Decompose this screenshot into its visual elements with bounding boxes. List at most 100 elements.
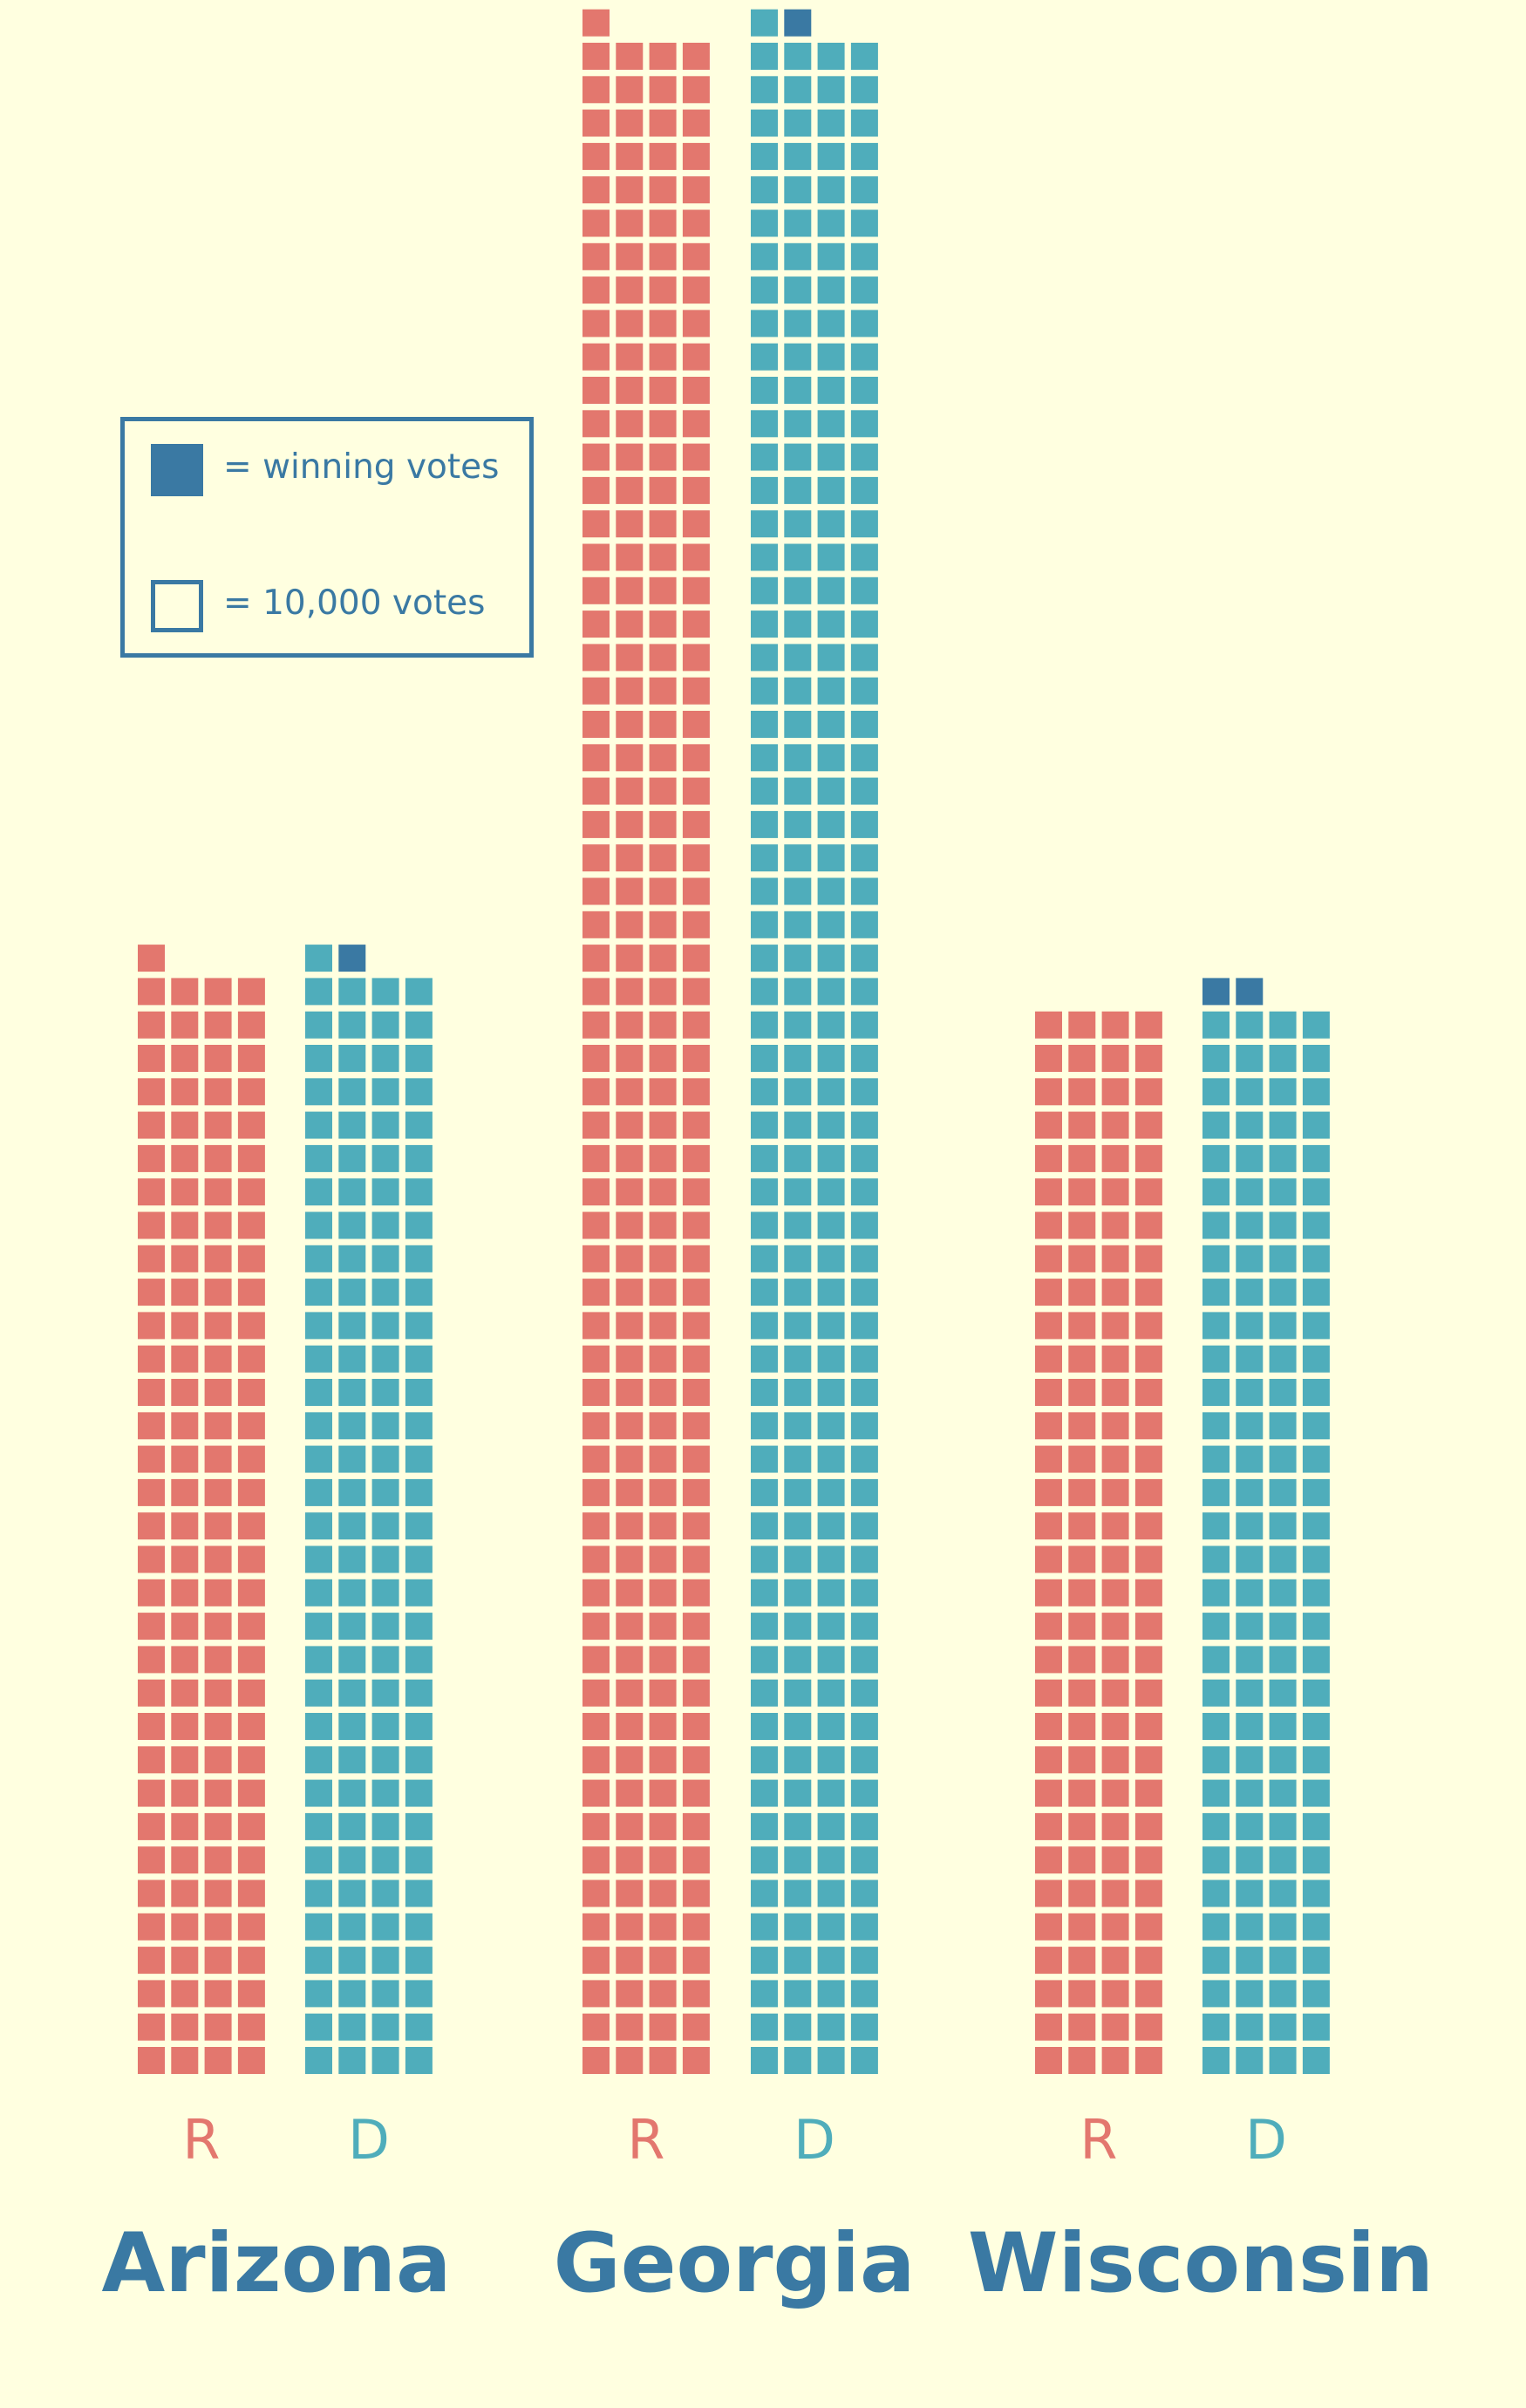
square-georgia-d-19 [850, 1913, 878, 1941]
square-wisconsin-d-82 [1269, 1379, 1297, 1406]
square-georgia-d-14 [817, 1947, 845, 1975]
square-georgia-d-61 [784, 1545, 812, 1573]
square-wisconsin-d-122 [1269, 1045, 1297, 1072]
square-georgia-d-76 [751, 1412, 778, 1440]
square-georgia-d-121 [784, 1045, 812, 1072]
square-georgia-r-86 [649, 1345, 677, 1373]
square-wisconsin-d-16 [1202, 1913, 1230, 1941]
square-georgia-d-203 [850, 377, 878, 404]
square-georgia-r-131 [682, 978, 710, 1006]
square-georgia-d-126 [817, 1011, 845, 1039]
square-arizona-r-69 [171, 1478, 199, 1506]
square-arizona-r-52 [138, 1613, 165, 1641]
square-arizona-r-35 [237, 1779, 265, 1807]
square-georgia-r-244 [582, 9, 610, 37]
square-arizona-r-10 [204, 1980, 232, 2008]
square-georgia-r-34 [649, 1779, 677, 1807]
square-georgia-d-242 [817, 43, 845, 70]
square-georgia-d-106 [817, 1178, 845, 1206]
square-wisconsin-d-102 [1269, 1211, 1297, 1239]
square-wisconsin-d-50 [1269, 1646, 1297, 1674]
square-georgia-r-119 [682, 1078, 710, 1106]
square-georgia-d-120 [751, 1045, 778, 1072]
square-georgia-r-156 [582, 744, 610, 772]
square-georgia-d-226 [817, 176, 845, 204]
square-georgia-r-134 [649, 945, 677, 972]
square-georgia-d-1 [784, 2047, 812, 2074]
square-georgia-d-239 [850, 76, 878, 104]
square-wisconsin-r-90 [1101, 1312, 1129, 1340]
square-arizona-r-106 [204, 1178, 232, 1206]
square-wisconsin-d-103 [1302, 1211, 1330, 1239]
square-wisconsin-r-89 [1068, 1312, 1096, 1340]
square-georgia-d-157 [784, 744, 812, 772]
square-georgia-d-45 [784, 1679, 812, 1707]
square-georgia-d-197 [784, 410, 812, 438]
square-wisconsin-d-48 [1202, 1646, 1230, 1674]
square-arizona-d-58 [371, 1579, 399, 1606]
square-georgia-d-184 [751, 510, 778, 538]
square-arizona-d-49 [338, 1646, 366, 1674]
square-arizona-d-16 [305, 1913, 332, 1941]
square-arizona-r-4 [138, 2013, 165, 2041]
square-georgia-r-214 [649, 276, 677, 304]
square-georgia-d-218 [817, 242, 845, 270]
square-georgia-r-89 [616, 1312, 644, 1340]
square-wisconsin-d-55 [1302, 1613, 1330, 1641]
square-wisconsin-r-32 [1035, 1779, 1062, 1807]
square-georgia-r-53 [616, 1613, 644, 1641]
square-wisconsin-d-121 [1236, 1045, 1264, 1072]
square-georgia-d-21 [784, 1879, 812, 1907]
square-georgia-r-88 [582, 1312, 610, 1340]
square-arizona-r-71 [237, 1478, 265, 1506]
square-georgia-d-46 [817, 1679, 845, 1707]
square-georgia-r-2 [649, 2047, 677, 2074]
square-georgia-r-228 [582, 142, 610, 170]
square-georgia-r-87 [682, 1345, 710, 1373]
square-georgia-d-110 [817, 1144, 845, 1172]
square-wisconsin-r-27 [1134, 1846, 1162, 1874]
square-georgia-r-62 [649, 1545, 677, 1573]
square-georgia-d-6 [817, 2013, 845, 2041]
square-arizona-d-127 [405, 1011, 433, 1039]
square-wisconsin-r-92 [1035, 1279, 1062, 1306]
square-wisconsin-r-105 [1068, 1178, 1096, 1206]
square-wisconsin-d-4 [1202, 2013, 1230, 2041]
square-wisconsin-r-108 [1035, 1144, 1062, 1172]
square-georgia-r-77 [616, 1412, 644, 1440]
square-georgia-r-217 [616, 242, 644, 270]
square-georgia-d-187 [850, 510, 878, 538]
square-georgia-r-186 [649, 510, 677, 538]
party-label-arizona-r: R [182, 2108, 220, 2172]
square-georgia-d-123 [850, 1045, 878, 1072]
square-arizona-d-124 [305, 1011, 332, 1039]
square-georgia-d-70 [817, 1478, 845, 1506]
square-arizona-r-125 [171, 1011, 199, 1039]
square-wisconsin-r-68 [1035, 1478, 1062, 1506]
square-georgia-d-69 [784, 1478, 812, 1506]
square-arizona-r-17 [171, 1913, 199, 1941]
square-georgia-d-82 [817, 1379, 845, 1406]
square-georgia-d-3 [850, 2047, 878, 2074]
square-georgia-d-233 [784, 109, 812, 137]
square-georgia-r-73 [616, 1445, 644, 1473]
square-arizona-d-101 [338, 1211, 366, 1239]
square-georgia-r-27 [682, 1846, 710, 1874]
square-wisconsin-r-83 [1134, 1379, 1162, 1406]
square-wisconsin-d-49 [1236, 1646, 1264, 1674]
square-arizona-r-9 [171, 1980, 199, 2008]
square-georgia-r-135 [682, 945, 710, 972]
square-wisconsin-r-13 [1068, 1947, 1096, 1975]
square-georgia-r-82 [649, 1379, 677, 1406]
square-georgia-d-27 [850, 1846, 878, 1874]
square-arizona-d-21 [338, 1879, 366, 1907]
square-arizona-r-117 [171, 1078, 199, 1106]
square-arizona-d-59 [405, 1579, 433, 1606]
square-arizona-r-115 [237, 1111, 265, 1139]
square-arizona-r-29 [171, 1812, 199, 1840]
square-georgia-d-130 [817, 978, 845, 1006]
square-arizona-r-72 [138, 1445, 165, 1473]
square-arizona-d-72 [305, 1445, 332, 1473]
square-georgia-r-150 [649, 810, 677, 838]
square-wisconsin-r-106 [1101, 1178, 1129, 1206]
